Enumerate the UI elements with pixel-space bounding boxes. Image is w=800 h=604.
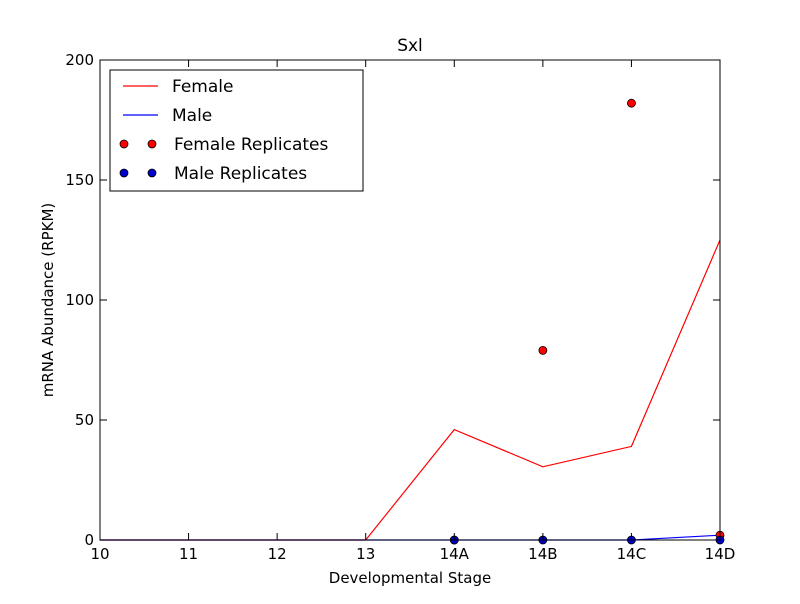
legend: Female Male Female Replicates Male Replicat… xyxy=(109,69,364,192)
legend-label-female-replicates: Female Replicates xyxy=(174,135,329,155)
y-tick-label: 200 xyxy=(65,51,94,69)
y-tick-label: 100 xyxy=(65,291,94,309)
data-point-female-replicates xyxy=(627,98,636,108)
legend-marker-female-replicates xyxy=(119,139,129,149)
x-tick-label: 14D xyxy=(705,545,736,563)
legend-marker-male-replicates xyxy=(147,168,157,178)
y-tick-label: 150 xyxy=(65,171,94,189)
x-tick-label: 12 xyxy=(268,545,287,563)
x-tick-label: 14A xyxy=(440,545,470,563)
x-tick-label: 14B xyxy=(528,545,557,563)
legend-label-male: Male xyxy=(172,106,212,126)
axes: 10 11 12 13 14A 14B 14C 14D 0 50 100 150 200 xyxy=(65,51,735,563)
x-tick-label: 11 xyxy=(179,545,198,563)
series-line-male xyxy=(100,534,721,541)
data-point-female-replicates xyxy=(538,345,548,355)
x-axis-label: Developmental Stage xyxy=(329,569,491,587)
y-tick-label: 0 xyxy=(84,531,94,549)
y-axis-label: mRNA Abundance (RPKM) xyxy=(39,203,57,398)
legend-label-male-replicates: Male Replicates xyxy=(174,164,307,184)
legend-label-female: Female xyxy=(172,77,233,97)
x-tick-label: 10 xyxy=(90,545,109,563)
legend-marker-male-replicates xyxy=(119,168,129,178)
x-tick-label: 14C xyxy=(617,545,647,563)
series-line-female xyxy=(100,239,721,541)
chart-title: Sxl xyxy=(397,36,423,56)
x-tick-label: 13 xyxy=(356,545,375,563)
legend-marker-female-replicates xyxy=(147,139,157,149)
y-tick-label: 50 xyxy=(75,411,94,429)
